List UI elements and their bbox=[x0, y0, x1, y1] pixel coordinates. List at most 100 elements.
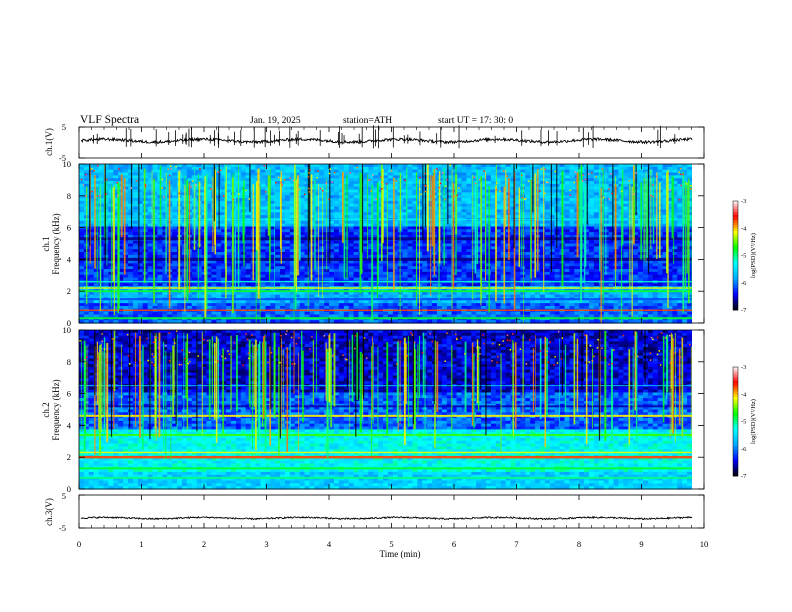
speckle bbox=[656, 336, 659, 339]
sferic-streak bbox=[198, 181, 201, 248]
speckle bbox=[554, 170, 556, 173]
sferic-streak bbox=[328, 333, 331, 403]
speckle bbox=[658, 350, 660, 352]
speckle bbox=[521, 197, 524, 199]
speckle bbox=[569, 189, 572, 192]
speckle bbox=[525, 363, 528, 365]
colorbar-cell bbox=[733, 386, 738, 390]
dark-gap bbox=[598, 330, 601, 441]
sferic-streak bbox=[372, 342, 374, 424]
ch1-spectrogram bbox=[79, 164, 704, 324]
sferic-streak bbox=[476, 169, 479, 265]
speckle bbox=[170, 168, 173, 170]
colorbar-cell bbox=[733, 459, 738, 463]
sferic-streak bbox=[451, 344, 453, 431]
speckle bbox=[410, 332, 412, 334]
speckle bbox=[431, 340, 433, 343]
speckle bbox=[303, 193, 306, 196]
sferic-streak bbox=[426, 164, 429, 252]
ch1-waveform-ticks bbox=[79, 126, 704, 159]
speckle bbox=[152, 364, 155, 366]
speckle bbox=[162, 196, 165, 198]
sferic-streak bbox=[505, 170, 507, 228]
sferic-streak bbox=[258, 341, 261, 449]
sferic-streak bbox=[681, 348, 683, 437]
colorbar-cell bbox=[733, 288, 738, 292]
sferic-streak bbox=[297, 175, 299, 276]
speckle bbox=[424, 172, 426, 175]
sferic-streak bbox=[286, 347, 289, 452]
sferic-streak bbox=[280, 337, 282, 436]
sferic-streak bbox=[343, 183, 346, 279]
sferic-streak bbox=[242, 187, 244, 243]
sferic-streak bbox=[537, 168, 539, 271]
speckle bbox=[464, 353, 466, 355]
colorbar-cell bbox=[733, 372, 738, 376]
speckle bbox=[633, 193, 635, 195]
colorbar-cell bbox=[733, 399, 738, 403]
sferic-streak bbox=[298, 186, 301, 261]
sferic-streak bbox=[183, 332, 185, 432]
sferic-streak bbox=[372, 336, 373, 420]
sferic-streak bbox=[377, 346, 379, 433]
sferic-streak bbox=[280, 170, 282, 264]
dark-gap bbox=[357, 330, 360, 401]
sferic-streak bbox=[419, 179, 420, 316]
colorbar-tick-label: -6 bbox=[741, 446, 747, 453]
sferic-streak bbox=[173, 338, 175, 397]
dark-gap bbox=[644, 330, 646, 383]
sferic-streak bbox=[201, 332, 203, 435]
sferic-streak bbox=[349, 339, 351, 437]
sferic-streak bbox=[248, 339, 250, 404]
speckle bbox=[233, 341, 236, 344]
speckle bbox=[181, 349, 183, 351]
sferic-streak bbox=[111, 184, 113, 309]
speckle bbox=[152, 356, 155, 358]
speckle bbox=[153, 341, 156, 343]
speckle bbox=[203, 338, 205, 341]
speckle bbox=[309, 169, 311, 171]
sferic-streak bbox=[361, 353, 363, 419]
speckle bbox=[217, 171, 219, 173]
speckle bbox=[650, 337, 653, 339]
dark-gap bbox=[104, 164, 106, 260]
colorbar-cell bbox=[733, 225, 738, 229]
colorbar-cell bbox=[733, 391, 738, 395]
sferic-streak bbox=[86, 346, 88, 416]
speckle bbox=[512, 333, 514, 335]
ch1-spectrogram-ticks: 0 2 4 6 8 10 bbox=[63, 159, 704, 328]
speckle bbox=[611, 192, 613, 195]
sferic-streak bbox=[669, 349, 671, 439]
sferic-streak bbox=[99, 344, 102, 456]
ch1-waveform-ylabel: ch.1(V) bbox=[44, 128, 54, 156]
sferic-streak bbox=[500, 353, 502, 454]
sferic-streak bbox=[477, 345, 480, 411]
sferic-streak bbox=[185, 341, 187, 399]
sferic-streak bbox=[513, 342, 514, 437]
dark-gap bbox=[362, 330, 364, 395]
speckle bbox=[413, 341, 416, 344]
speckle bbox=[449, 164, 452, 167]
sferic-streak bbox=[249, 339, 251, 408]
speckle bbox=[496, 182, 498, 184]
sferic-streak bbox=[678, 348, 681, 425]
no-data-area bbox=[692, 164, 704, 323]
colorbar-label: log(PSD)(V²/Hz) bbox=[750, 399, 757, 444]
speckle bbox=[247, 352, 250, 354]
speckle bbox=[628, 180, 631, 182]
speckle bbox=[549, 341, 551, 343]
spectral-band bbox=[79, 280, 692, 283]
dark-gap bbox=[612, 164, 614, 242]
speckle bbox=[593, 355, 595, 358]
sferic-streak bbox=[112, 187, 115, 282]
speckle bbox=[546, 350, 549, 353]
sferic-streak bbox=[188, 182, 191, 293]
sferic-streak bbox=[295, 179, 297, 292]
speckle bbox=[479, 347, 481, 349]
speckle bbox=[152, 341, 155, 344]
sferic-streak bbox=[325, 342, 327, 401]
sferic-streak bbox=[645, 171, 647, 263]
sferic-streak bbox=[113, 330, 116, 392]
speckle bbox=[356, 166, 359, 169]
colorbar-cell bbox=[733, 299, 738, 303]
